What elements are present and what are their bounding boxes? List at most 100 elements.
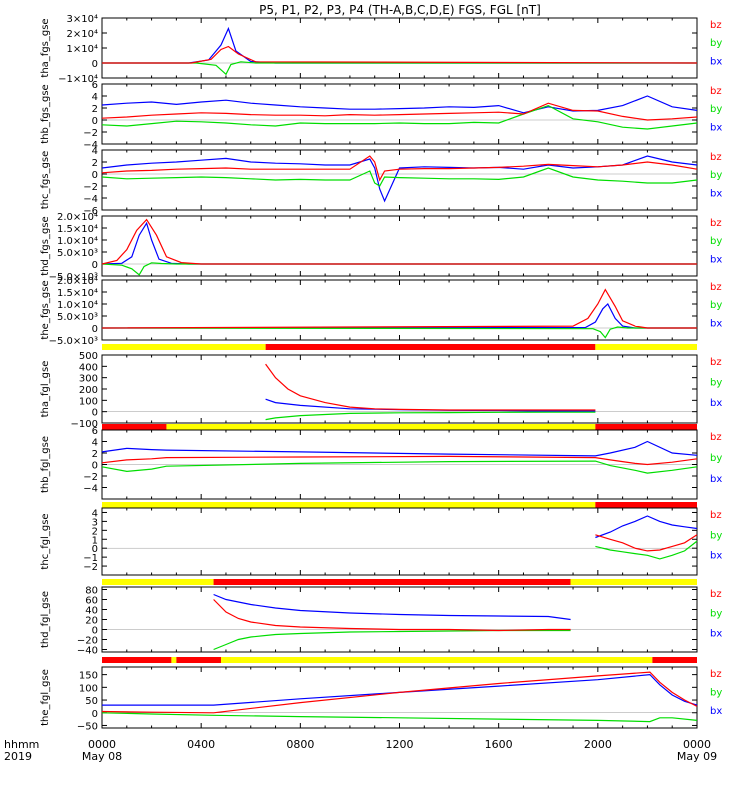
y-axis-label: thb_fgl_gse bbox=[40, 436, 51, 493]
series-by-line bbox=[101, 104, 698, 130]
series-bx-line bbox=[213, 593, 571, 621]
legend-bx: bx bbox=[710, 254, 722, 265]
y-tick-label: −50 bbox=[77, 721, 98, 732]
legend-bz: bz bbox=[710, 432, 722, 443]
legend-bx: bx bbox=[710, 318, 722, 329]
y-tick-label: −5.0×10³ bbox=[49, 272, 98, 283]
y-tick-label: 1.0×10⁴ bbox=[57, 300, 98, 311]
series-bz-line bbox=[101, 455, 698, 466]
y-tick-label: 4 bbox=[92, 438, 98, 449]
legend-bz: bz bbox=[710, 152, 722, 163]
x-tick-label: 1600 bbox=[485, 738, 513, 751]
y-tick-label: 2 bbox=[92, 104, 98, 115]
y-tick-label: 500 bbox=[79, 351, 98, 362]
y-tick-label: 50 bbox=[85, 696, 98, 707]
y-tick-label: 3×10⁴ bbox=[67, 14, 98, 25]
y-tick-label: −2 bbox=[83, 128, 98, 139]
y-tick-label: 0 bbox=[92, 260, 98, 271]
panel-thd_fgs_gse: 2.0×10⁴1.5×10⁴1.0×10⁴5.0×10³0−5.0×10³thd… bbox=[40, 212, 722, 283]
y-tick-label: 80 bbox=[85, 586, 98, 597]
y-tick-label: 0 bbox=[92, 709, 98, 720]
y-axis-label: tha_fgl_gse bbox=[40, 361, 51, 418]
y-tick-label: 0 bbox=[92, 626, 98, 637]
series-bz-line bbox=[102, 45, 698, 64]
series-by-line bbox=[101, 326, 697, 339]
series-bz-line bbox=[101, 102, 698, 121]
y-tick-label: −6 bbox=[83, 206, 98, 217]
legend-bz: bz bbox=[710, 589, 722, 600]
y-tick-label: 2.0×10⁴ bbox=[57, 212, 98, 223]
series-by-line bbox=[265, 411, 596, 421]
y-tick-label: 200 bbox=[79, 385, 98, 396]
legend-bx: bx bbox=[710, 122, 722, 133]
y-tick-label: 150 bbox=[79, 671, 98, 682]
series-bz-line bbox=[265, 363, 596, 411]
y-tick-label: 5.0×10³ bbox=[57, 248, 98, 259]
panel-frame bbox=[101, 215, 698, 277]
series-by-line bbox=[101, 460, 698, 474]
legend-by: by bbox=[710, 236, 722, 247]
series-bz-line bbox=[101, 155, 698, 182]
legend-by: by bbox=[710, 453, 722, 464]
x-tick-label: 0000 bbox=[683, 738, 711, 751]
x-tick-label: 0800 bbox=[286, 738, 314, 751]
y-tick-label: −40 bbox=[77, 646, 98, 657]
y-tick-label: 0 bbox=[92, 59, 98, 70]
y-tick-label: 40 bbox=[85, 606, 98, 617]
series-by-line bbox=[213, 629, 571, 651]
legend-by: by bbox=[710, 530, 722, 541]
series-bx-line bbox=[102, 26, 697, 64]
y-tick-label: 5.0×10³ bbox=[57, 312, 98, 323]
y-tick-label: 20 bbox=[85, 616, 98, 627]
legend-bx: bx bbox=[710, 474, 722, 485]
y-tick-label: 1 bbox=[92, 535, 98, 546]
series-bx-line bbox=[101, 95, 698, 114]
panel-tha_fgs_gse: 3×10⁴ 2×10⁴ 1×10⁴ 0 −1×10⁴ tha_fgs_gse bz by bx bbox=[40, 14, 722, 85]
legend-bz: bz bbox=[710, 20, 722, 31]
quality-bar-segment bbox=[102, 657, 172, 663]
panel-frame bbox=[101, 666, 698, 729]
y-tick-label: −1×10⁴ bbox=[58, 74, 98, 85]
series-by-line bbox=[595, 540, 698, 560]
series-by-line bbox=[102, 61, 697, 76]
y-axis-label: the_fgl_gse bbox=[40, 669, 51, 726]
panel-thc_fgs_gse: 420−2−4−6 thc_fgs_gse bz by bx bbox=[40, 146, 722, 217]
quality-bar-segment bbox=[176, 657, 221, 663]
y-tick-label: 2 bbox=[92, 449, 98, 460]
legend-bx: bx bbox=[710, 551, 722, 562]
plot-title: P5, P1, P2, P3, P4 (TH-A,B,C,D,E) FGS, F… bbox=[259, 3, 541, 17]
y-tick-label: 0 bbox=[92, 116, 98, 127]
quality-bar-segment bbox=[102, 344, 266, 350]
y-tick-label: 0 bbox=[92, 408, 98, 419]
legend-bx: bx bbox=[710, 398, 722, 409]
quality-bar-segment bbox=[171, 657, 177, 663]
legend-bz: bz bbox=[710, 357, 722, 368]
series-bz-line bbox=[101, 218, 697, 265]
y-tick-label: 4 bbox=[92, 508, 98, 519]
x-axis-label-hhmm: hhmm bbox=[4, 738, 39, 751]
y-tick-label: −4 bbox=[83, 140, 98, 151]
x-tick-date: May 08 bbox=[82, 750, 122, 763]
series-bz-line bbox=[595, 534, 698, 552]
y-tick-label: −1 bbox=[83, 553, 98, 564]
legend-by: by bbox=[710, 38, 722, 49]
y-tick-label: 1.5×10⁴ bbox=[57, 288, 98, 299]
x-tick-label: 0400 bbox=[187, 738, 215, 751]
panel-frame bbox=[101, 507, 698, 576]
y-tick-label: 0 bbox=[92, 544, 98, 555]
y-axis-label: the_fgs_gse bbox=[40, 280, 51, 339]
quality-bar-segment bbox=[595, 424, 697, 430]
y-tick-label: −4 bbox=[83, 194, 98, 205]
y-tick-label: 3 bbox=[92, 517, 98, 528]
legend-by: by bbox=[710, 170, 722, 181]
y-tick-label: −5.0×10³ bbox=[49, 336, 98, 347]
legend-bx: bx bbox=[710, 706, 722, 717]
quality-bar-segment bbox=[595, 502, 697, 508]
x-tick-date: May 09 bbox=[677, 750, 717, 763]
legend-bx: bx bbox=[710, 56, 722, 67]
